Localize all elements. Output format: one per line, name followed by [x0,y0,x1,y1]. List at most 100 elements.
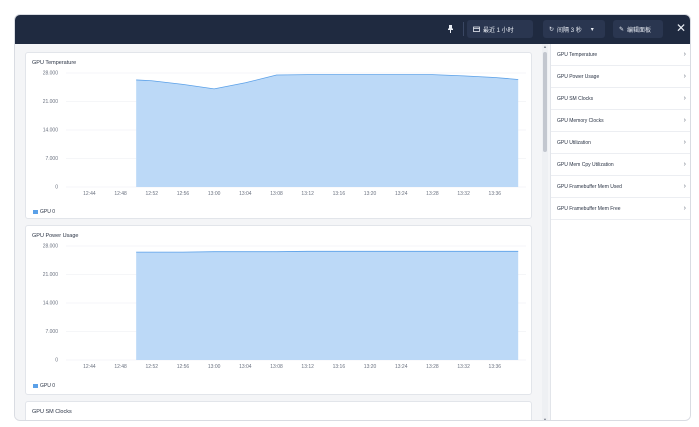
charts-area: GPU Temperature 0 7.000 14.000 21.000 28.000… [15,44,548,420]
sidebar-item-label: GPU Framebuffer Mem Used [557,183,622,190]
x-tick-label: 13:32 [457,364,470,370]
sidebar-item-gpu-framebuffer-mem-free[interactable]: GPU Framebuffer Mem Free › [551,198,690,220]
y-tick-label: 14.000 [43,301,59,307]
panel-title: GPU SM Clocks [32,409,72,415]
x-tick-label: 13:00 [208,191,221,197]
x-tick-label: 13:28 [426,364,439,370]
y-tick-label: 14.000 [43,128,59,134]
x-tick-label: 13:12 [301,364,314,370]
y-tick-label: 0 [55,358,58,364]
pin-icon [448,25,453,33]
x-tick-label: 13:24 [395,191,408,197]
series-area-gpu-0[interactable] [136,74,519,187]
sidebar-item-label: GPU Utilization [557,139,591,146]
power-usage-chart: 0 7.000 14.000 21.000 28.000 12:44 12:48 12:52 1… [43,244,526,370]
panel-gpu-power-usage: GPU Power Usage 0 7.000 14.000 21.000 28.000… [25,225,532,395]
chevron-right-icon: › [683,161,686,168]
x-tick-label: 12:56 [177,191,190,197]
x-tick-label: 12:52 [146,364,159,370]
x-tick-label: 13:20 [364,364,377,370]
legend-swatch [33,210,38,214]
y-tick-label: 28.000 [43,244,59,250]
sidebar-item-label: GPU Power Usage [557,73,600,80]
y-tick-label: 7.000 [45,329,58,335]
pin-button[interactable] [441,20,460,38]
panel-gpu-sm-clocks: GPU SM Clocks [25,401,532,420]
chevron-right-icon: › [683,205,686,212]
refresh-interval-select[interactable]: ↻ 间隔 3 秒 ▾ [543,20,605,38]
chart-legend[interactable]: GPU 0 [33,383,55,389]
refresh-icon: ↻ [549,26,555,33]
sidebar-item-gpu-sm-clocks[interactable]: GPU SM Clocks › [551,88,690,110]
x-tick-label: 13:32 [457,191,470,197]
x-tick-label: 12:44 [83,191,96,197]
close-icon[interactable]: ✕ [675,21,686,35]
temperature-chart: 0 7.000 14.000 21.000 28.000 12:44 12:48 12:52 1… [43,71,526,197]
x-tick-label: 13:36 [489,191,502,197]
x-tick-label: 12:44 [83,364,96,370]
calendar-icon [473,26,480,32]
panel-title: GPU Temperature [32,60,77,66]
sidebar-item-label: GPU SM Clocks [557,95,594,102]
app-window: 最近 1 小时 ↻ 间隔 3 秒 ▾ ✎ 编辑面板 ✕ GPU Temperat… [14,14,691,421]
x-tick-label: 13:28 [426,191,439,197]
scroll-down-icon[interactable]: ▼ [543,417,547,421]
y-tick-label: 0 [55,185,58,191]
y-tick-label: 21.000 [43,99,59,105]
pencil-icon: ✎ [619,26,625,33]
chevron-down-icon: ▾ [590,26,594,33]
legend-label: GPU 0 [40,383,56,389]
sidebar-item-gpu-utilization[interactable]: GPU Utilization › [551,132,690,154]
x-tick-label: 13:08 [270,191,283,197]
chevron-right-icon: › [683,73,686,80]
legend-swatch [33,384,38,388]
y-tick-label: 28.000 [43,71,59,77]
x-tick-label: 13:00 [208,364,221,370]
series-area-gpu-0[interactable] [136,251,519,360]
series-line-gpu-0[interactable] [136,74,519,90]
chevron-right-icon: › [683,183,686,190]
x-tick-label: 13:04 [239,191,252,197]
sidebar-item-gpu-power-usage[interactable]: GPU Power Usage › [551,66,690,88]
x-tick-label: 13:04 [239,364,252,370]
chart-legend[interactable]: GPU 0 [33,209,55,215]
x-tick-label: 12:52 [146,191,159,197]
x-tick-label: 13:16 [333,191,346,197]
main-scrollbar[interactable]: ▲ ▼ [542,44,548,421]
x-tick-label: 13:16 [333,364,346,370]
chevron-right-icon: › [683,117,686,124]
time-range-picker[interactable]: 最近 1 小时 [467,20,533,38]
x-tick-label: 13:36 [489,364,502,370]
chevron-right-icon: › [683,95,686,102]
top-toolbar: 最近 1 小时 ↻ 间隔 3 秒 ▾ ✎ 编辑面板 ✕ [15,15,690,44]
chevron-right-icon: › [683,51,686,58]
x-tick-label: 12:48 [114,364,127,370]
scrollbar-thumb[interactable] [543,52,547,152]
edit-panel-button[interactable]: ✎ 编辑面板 [613,20,663,38]
x-tick-label: 13:12 [301,191,314,197]
sidebar-item-gpu-memory-clocks[interactable]: GPU Memory Clocks › [551,110,690,132]
panel-title: GPU Power Usage [32,233,79,239]
x-tick-label: 13:08 [270,364,283,370]
y-tick-label: 7.000 [45,156,58,162]
panel-gpu-temperature: GPU Temperature 0 7.000 14.000 21.000 28.000… [25,52,532,219]
metrics-sidebar: GPU Temperature › GPU Power Usage › GPU SM… [550,44,690,420]
sidebar-item-gpu-framebuffer-mem-used[interactable]: GPU Framebuffer Mem Used › [551,176,690,198]
sidebar-item-label: GPU Temperature [557,51,598,58]
sidebar-item-label: GPU Memory Clocks [557,117,604,124]
x-tick-label: 13:20 [364,191,377,197]
legend-label: GPU 0 [40,209,56,215]
edit-panel-label: 编辑面板 [627,27,652,34]
series-line-gpu-0[interactable] [136,250,519,253]
sidebar-item-label: GPU Mem Cpy Utilization [557,161,614,168]
time-range-label: 最近 1 小时 [483,27,514,34]
x-tick-label: 13:24 [395,364,408,370]
sidebar-item-gpu-temperature[interactable]: GPU Temperature › [551,44,690,66]
scroll-up-icon[interactable]: ▲ [543,44,547,49]
refresh-interval-label: 间隔 3 秒 [557,27,582,34]
sidebar-item-gpu-mem-cpy-utilization[interactable]: GPU Mem Cpy Utilization › [551,154,690,176]
y-tick-label: 21.000 [43,272,59,278]
x-tick-label: 12:48 [114,191,127,197]
sidebar-item-label: GPU Framebuffer Mem Free [557,205,621,212]
chevron-right-icon: › [683,139,686,146]
